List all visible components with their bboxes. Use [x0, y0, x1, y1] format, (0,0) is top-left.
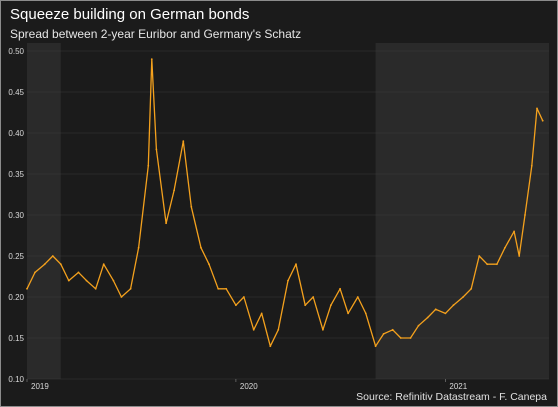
data-point: [374, 345, 377, 348]
data-point: [462, 296, 464, 298]
data-point: [51, 255, 54, 257]
data-point: [173, 189, 176, 192]
data-point: [417, 324, 420, 327]
data-point: [434, 308, 437, 311]
y-tick-label: 0.50: [8, 47, 24, 56]
data-point: [399, 337, 402, 339]
data-point: [295, 263, 297, 266]
data-point: [59, 263, 62, 266]
data-point: [452, 304, 455, 307]
chart-subtitle: Spread between 2-year Euribor and German…: [10, 27, 302, 41]
x-tick-label: 2019: [31, 382, 49, 391]
data-point: [356, 296, 359, 298]
data-point: [165, 222, 168, 225]
data-point: [287, 279, 289, 282]
data-point: [330, 304, 332, 307]
data-point: [155, 148, 158, 151]
data-point: [200, 246, 202, 249]
data-point: [486, 263, 489, 266]
data-point: [94, 287, 97, 290]
data-point: [102, 263, 105, 266]
data-point: [504, 246, 506, 249]
y-axis: 0.10 0.15 0.20 0.25 0.30 0.35 0.40 0.45 0.50: [8, 47, 24, 384]
x-axis: 2019 2020 2021: [26, 379, 468, 391]
data-point: [137, 246, 140, 249]
data-point: [43, 263, 46, 266]
data-point: [225, 287, 228, 290]
data-point: [530, 164, 533, 167]
data-point: [304, 304, 307, 307]
data-point: [339, 287, 341, 290]
data-point: [260, 312, 263, 315]
data-point: [382, 333, 385, 335]
data-point: [190, 205, 193, 208]
data-point: [112, 279, 115, 282]
data-point: [85, 279, 88, 282]
data-point: [208, 263, 210, 266]
data-point: [67, 279, 70, 282]
data-point: [34, 271, 36, 274]
data-point: [77, 271, 80, 274]
data-point: [364, 312, 367, 315]
data-point: [147, 164, 150, 167]
data-point: [277, 328, 280, 331]
x-tick-label: 2020: [240, 382, 258, 391]
data-point: [182, 140, 185, 143]
data-point: [120, 296, 123, 298]
y-tick-label: 0.45: [8, 88, 24, 97]
data-point: [347, 312, 349, 315]
data-point: [269, 345, 272, 348]
data-point: [252, 328, 255, 331]
data-point: [524, 214, 526, 216]
data-point: [470, 287, 473, 290]
data-point: [217, 287, 220, 290]
data-point: [478, 255, 481, 257]
data-point: [426, 316, 429, 319]
y-tick-label: 0.25: [8, 252, 24, 261]
data-point: [150, 58, 153, 61]
data-point: [409, 337, 412, 339]
shaded-periods: [27, 43, 549, 379]
x-tick-label: 2021: [449, 382, 467, 391]
data-point: [518, 255, 521, 257]
data-point: [541, 119, 544, 122]
data-point: [322, 328, 324, 331]
y-tick-label: 0.10: [8, 375, 24, 384]
shaded-period-0: [27, 43, 61, 379]
y-tick-label: 0.40: [8, 129, 24, 138]
data-point: [513, 230, 515, 233]
y-tick-label: 0.35: [8, 170, 24, 179]
data-point: [129, 287, 132, 290]
data-point: [235, 304, 237, 307]
data-point: [243, 296, 245, 298]
source-note: Source: Refinitiv Datastream - F. Canepa: [356, 391, 547, 403]
data-point: [391, 328, 394, 331]
y-tick-label: 0.20: [8, 293, 24, 302]
data-point: [26, 287, 28, 290]
chart-title: Squeeze building on German bonds: [10, 6, 250, 23]
shaded-period-1: [375, 43, 549, 379]
y-tick-label: 0.15: [8, 334, 24, 343]
y-tick-label: 0.30: [8, 211, 24, 220]
data-point: [496, 263, 498, 266]
data-point: [444, 312, 447, 315]
gridlines: [27, 50, 549, 380]
series-layer: [26, 58, 544, 348]
data-point: [312, 296, 315, 298]
data-point: [536, 107, 538, 110]
